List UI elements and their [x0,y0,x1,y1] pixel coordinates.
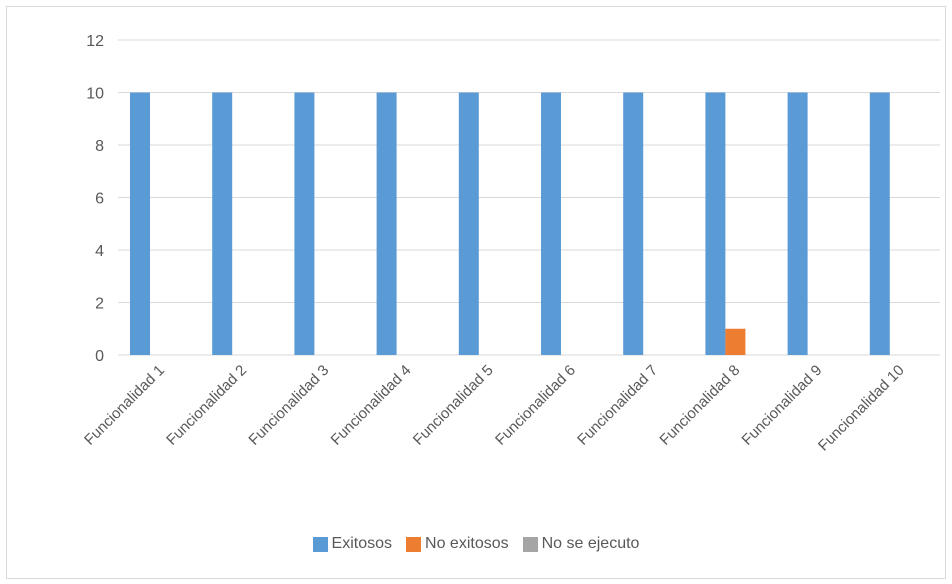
x-tick-label: Funcionalidad 2 [163,362,250,449]
bar-exitosos [130,92,150,355]
x-tick-label: Funcionalidad 4 [328,362,415,449]
bar-exitosos [376,92,397,355]
x-tick-label: Funcionalidad 3 [245,362,332,449]
y-tick-label: 10 [86,86,104,103]
x-tick-label: Funcionalidad 10 [815,362,908,455]
legend-label: No se ejecuto [541,535,640,552]
gridlines [118,39,940,356]
bar-exitosos [458,92,479,355]
bar-exitosos [623,92,644,355]
y-tick-label: 2 [95,296,104,313]
bar-exitosos [541,92,561,355]
bars [130,92,890,355]
y-axis-labels: 0 2 4 6 8 10 12 [86,33,104,365]
bar-exitosos [869,92,890,355]
legend-item-no-se-ejecuto: No se ejecuto [522,535,640,553]
bar-no-exitosos [725,328,746,355]
y-tick-label: 8 [95,138,104,155]
legend: Exitosos No exitosos No se ejecuto [0,532,952,556]
bar-exitosos [294,92,315,355]
y-tick-label: 12 [86,33,104,50]
legend-swatch [406,536,422,552]
legend-label: No exitosos [425,535,509,552]
x-tick-label: Funcionalidad 6 [492,362,579,449]
x-tick-label: Funcionalidad 1 [81,362,168,449]
bar-exitosos [787,92,808,355]
x-tick-label: Funcionalidad 5 [410,362,497,449]
x-tick-label: Funcionalidad 7 [574,362,661,449]
x-tick-label: Funcionalidad 9 [739,362,826,449]
y-tick-label: 4 [95,243,104,260]
legend-item-no-exitosos: No exitosos [406,535,509,553]
legend-label: Exitosos [331,535,393,552]
legend-item-exitosos: Exitosos [312,535,393,553]
y-tick-label: 6 [95,191,104,208]
legend-swatch [312,536,328,552]
x-tick-label: Funcionalidad 8 [656,362,743,449]
bar-exitosos [212,92,233,355]
y-tick-label: 0 [95,348,104,365]
bar-exitosos [705,92,726,355]
legend-swatch [522,536,538,552]
